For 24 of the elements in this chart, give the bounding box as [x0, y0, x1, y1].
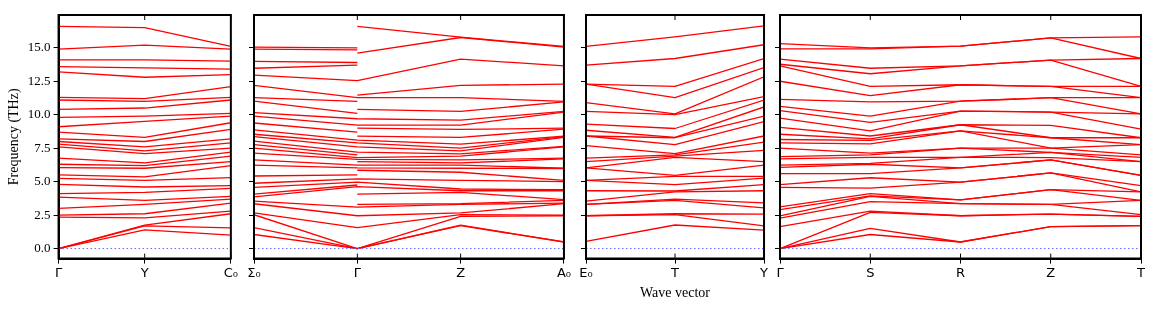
- x-tick-label: T: [670, 264, 680, 280]
- y-tick-label: 12.5: [27, 72, 51, 88]
- y-tick-label: 5.0: [34, 173, 51, 189]
- x-tick-label: Z: [1046, 264, 1056, 280]
- x-tick-label: Z: [456, 264, 466, 280]
- x-tick-label: Σ₀: [247, 264, 261, 280]
- y-tick-label: 0.0: [34, 239, 51, 255]
- x-tick-label: E₀: [579, 264, 593, 280]
- x-tick-label: Γ: [776, 264, 785, 280]
- x-tick-label: Y: [139, 264, 149, 280]
- y-tick-label: 2.5: [34, 206, 51, 222]
- x-tick-label: Γ: [54, 264, 63, 280]
- y-axis-title: Frequency (THz): [6, 88, 23, 186]
- x-tick-label: Y: [759, 264, 769, 280]
- x-tick-label: T: [1136, 264, 1146, 280]
- x-axis-title: Wave vector: [640, 285, 711, 301]
- y-tick-label: 7.5: [34, 139, 51, 155]
- y-tick-label: 10.0: [27, 106, 51, 122]
- x-tick-label: R: [955, 264, 966, 280]
- x-tick-label: A₀: [556, 264, 571, 280]
- x-tick-label: S: [866, 264, 875, 280]
- x-tick-label: C₀: [223, 264, 238, 280]
- x-tick-label: Γ: [353, 264, 362, 280]
- y-tick-label: 15.0: [27, 39, 51, 55]
